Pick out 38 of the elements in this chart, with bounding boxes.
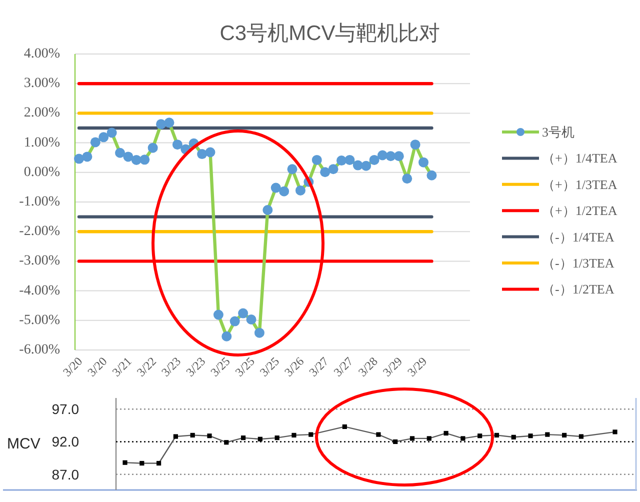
x-tick-label: 3/28 bbox=[355, 354, 380, 380]
x-tick-label: 3/20 bbox=[84, 354, 110, 380]
y-tick-label: -3.00% bbox=[19, 254, 60, 269]
x-tick-label: 3/23 bbox=[183, 354, 208, 380]
y-tick-label: 1.00% bbox=[24, 135, 60, 150]
legend-label: （-）1/4TEA bbox=[542, 229, 614, 244]
y-tick-label: 0.00% bbox=[24, 164, 60, 180]
x-tick-label: 3/29 bbox=[380, 354, 405, 380]
legend-label: （+）1/3TEA bbox=[542, 176, 618, 192]
legend-label: （-）1/3TEA bbox=[542, 256, 614, 270]
y-tick-label: 2.00% bbox=[24, 106, 60, 121]
y-tick-label: -6.00% bbox=[19, 342, 60, 358]
x-tick-label: 3/21 bbox=[109, 354, 134, 380]
chart-title: C3号机MCV与靶机比对 bbox=[220, 22, 440, 45]
y-tick-label: 3.00% bbox=[24, 76, 60, 92]
legend-label: （+）1/2TEA bbox=[542, 203, 618, 218]
x-tick-label: 3/25 bbox=[256, 354, 282, 380]
legend-label: （-）1/2TEA bbox=[542, 282, 614, 297]
y-tick-label: 97.0 bbox=[52, 401, 79, 418]
x-tick-label: 3/22 bbox=[134, 354, 159, 380]
x-tick-label: 3/20 bbox=[60, 354, 86, 380]
x-tick-label: 3/23 bbox=[158, 354, 184, 380]
legend-label: 3号机 bbox=[542, 124, 574, 140]
y-tick-label: 92.0 bbox=[52, 434, 79, 450]
y-axis-title: MCV bbox=[7, 436, 40, 452]
x-tick-label: 3/27 bbox=[330, 354, 356, 380]
y-tick-label: 4.00% bbox=[24, 46, 60, 62]
x-tick-label: 3/25 bbox=[232, 354, 258, 380]
y-tick-label: 87.0 bbox=[52, 466, 79, 482]
y-tick-label: -1.00% bbox=[19, 194, 60, 210]
y-tick-label: -4.00% bbox=[19, 283, 60, 298]
y-tick-label: -5.00% bbox=[19, 312, 60, 328]
x-tick-label: 3/26 bbox=[282, 354, 307, 380]
x-tick-label: 3/29 bbox=[404, 354, 430, 380]
y-tick-label: -2.00% bbox=[19, 224, 60, 240]
x-tick-label: 3/25 bbox=[208, 354, 233, 380]
legend-label: （+）1/4TEA bbox=[542, 150, 618, 166]
x-tick-label: 3/27 bbox=[306, 354, 332, 380]
